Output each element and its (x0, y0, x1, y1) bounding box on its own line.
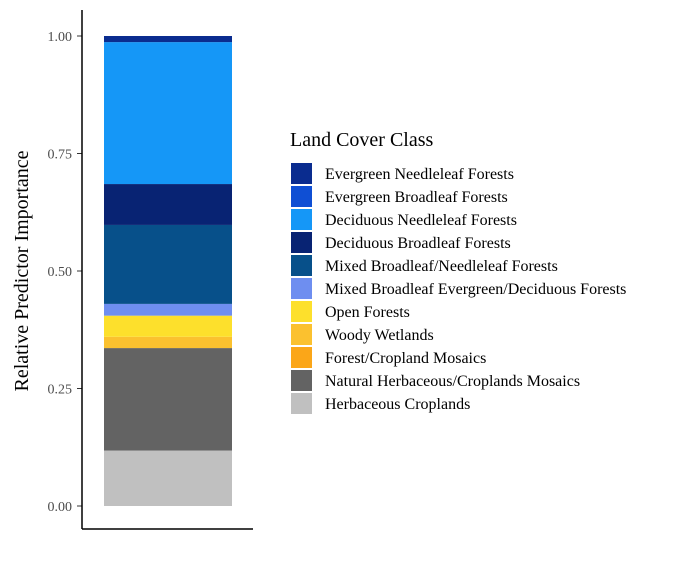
bar-segment-deciduous-needleleaf-forests (104, 42, 232, 185)
legend-label: Mixed Broadleaf Evergreen/Deciduous Fore… (325, 281, 626, 298)
legend-key (291, 186, 312, 207)
y-axis-ticks: 0.00 0.25 0.50 0.75 1.00 (48, 30, 82, 515)
legend-key (291, 209, 312, 230)
bar-segment-mixed-broadleaf-evergreen-deciduous-forests (104, 303, 232, 316)
legend-label: Natural Herbaceous/Croplands Mosaics (325, 373, 580, 390)
legend: Evergreen Needleleaf Forests Evergreen Br… (291, 163, 626, 414)
legend-label: Woody Wetlands (325, 327, 434, 344)
legend-label: Open Forests (325, 304, 410, 321)
y-tick-label: 0.75 (48, 148, 73, 163)
bar-segment-mixed-broadleaf-needleleaf-forests (104, 224, 232, 304)
y-tick-label: 0.50 (48, 265, 73, 280)
legend-key (291, 347, 312, 368)
legend-key (291, 255, 312, 276)
bar-segment-herbaceous-croplands (104, 450, 232, 506)
y-tick-label: 0.00 (48, 500, 73, 515)
bar-segment-deciduous-broadleaf-forests (104, 184, 232, 225)
legend-key (291, 393, 312, 414)
legend-key (291, 232, 312, 253)
legend-key (291, 301, 312, 322)
bar-segment-woody-wetlands (104, 336, 232, 349)
legend-title: Land Cover Class (290, 129, 434, 151)
y-tick-label: 1.00 (48, 30, 73, 45)
bar-segments (104, 36, 232, 506)
legend-label: Deciduous Needleleaf Forests (325, 212, 517, 229)
bar-segment-evergreen-needleleaf-forests (104, 36, 232, 43)
legend-key (291, 370, 312, 391)
legend-label: Evergreen Needleleaf Forests (325, 166, 514, 183)
legend-key (291, 324, 312, 345)
legend-key (291, 278, 312, 299)
legend-key (291, 163, 312, 184)
bar-segment-natural-herbaceous-croplands-mosaics (104, 348, 232, 451)
y-axis-title: Relative Predictor Importance (11, 150, 33, 391)
legend-label: Mixed Broadleaf/Needleleaf Forests (325, 258, 558, 275)
legend-label: Forest/Cropland Mosaics (325, 350, 486, 367)
bar-segment-open-forests (104, 315, 232, 337)
legend-label: Deciduous Broadleaf Forests (325, 235, 511, 252)
legend-label: Herbaceous Croplands (325, 396, 470, 413)
y-tick-label: 0.25 (48, 383, 73, 398)
legend-label: Evergreen Broadleaf Forests (325, 189, 508, 206)
